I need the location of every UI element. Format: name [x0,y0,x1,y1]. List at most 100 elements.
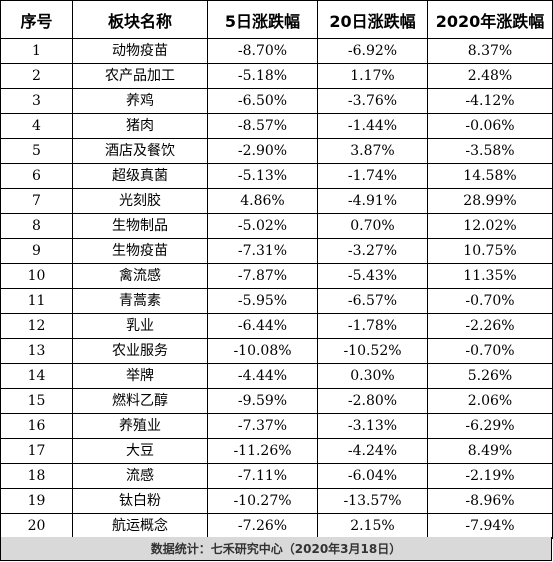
cell-5day-change: -8.57% [207,113,318,139]
cell-2020-change: -0.70% [427,288,553,314]
cell-sector-name: 流感 [72,463,208,489]
cell-sector-name: 乳业 [72,313,208,339]
cell-2020-change: 2.48% [427,63,553,89]
table-row: 20 航运概念 -7.26% 2.15% -7.94% [0,513,553,539]
cell-20day-change: -3.27% [317,238,428,264]
cell-2020-change: -8.96% [427,488,553,514]
cell-2020-change: 28.99% [427,188,553,214]
cell-rank: 18 [0,463,73,489]
cell-2020-change: -4.12% [427,88,553,114]
cell-sector-name: 燃料乙醇 [72,388,208,414]
cell-rank: 8 [0,213,73,239]
table-row: 14 举牌 -4.44% 0.30% 5.26% [0,363,553,389]
cell-rank: 6 [0,163,73,189]
cell-2020-change: 8.49% [427,438,553,464]
cell-sector-name: 动物疫苗 [72,38,208,64]
cell-sector-name: 酒店及餐饮 [72,138,208,164]
cell-rank: 4 [0,113,73,139]
table-row: 12 乳业 -6.44% -1.78% -2.26% [0,313,553,339]
cell-2020-change: 14.58% [427,163,553,189]
header-2020-change: 2020年涨跌幅 [427,0,553,39]
cell-20day-change: 2.15% [317,513,428,539]
cell-sector-name: 航运概念 [72,513,208,539]
cell-2020-change: -6.29% [427,413,553,439]
cell-5day-change: -6.50% [207,88,318,114]
cell-5day-change: -11.26% [207,438,318,464]
cell-sector-name: 农业服务 [72,338,208,364]
cell-rank: 10 [0,263,73,289]
table-row: 13 农业服务 -10.08% -10.52% -0.70% [0,338,553,364]
cell-2020-change: -2.19% [427,463,553,489]
cell-rank: 3 [0,88,73,114]
cell-rank: 1 [0,38,73,64]
cell-5day-change: -7.26% [207,513,318,539]
header-20day-change: 20日涨跌幅 [317,0,428,39]
cell-rank: 12 [0,313,73,339]
table-row: 3 养鸡 -6.50% -3.76% -4.12% [0,88,553,114]
cell-20day-change: 0.30% [317,363,428,389]
cell-5day-change: -8.70% [207,38,318,64]
cell-sector-name: 举牌 [72,363,208,389]
table-row: 1 动物疫苗 -8.70% -6.92% 8.37% [0,38,553,64]
cell-sector-name: 青蒿素 [72,288,208,314]
cell-5day-change: -7.87% [207,263,318,289]
cell-20day-change: -5.43% [317,263,428,289]
header-row: 序号 板块名称 5日涨跌幅 20日涨跌幅 2020年涨跌幅 [0,0,553,39]
cell-sector-name: 养殖业 [72,413,208,439]
cell-20day-change: 1.17% [317,63,428,89]
cell-5day-change: -7.11% [207,463,318,489]
cell-rank: 13 [0,338,73,364]
cell-2020-change: -0.06% [427,113,553,139]
cell-2020-change: -2.26% [427,313,553,339]
cell-2020-change: -0.70% [427,338,553,364]
table-row: 8 生物制品 -5.02% 0.70% 12.02% [0,213,553,239]
cell-5day-change: 4.86% [207,188,318,214]
cell-20day-change: 0.70% [317,213,428,239]
cell-20day-change: -4.91% [317,188,428,214]
cell-2020-change: 8.37% [427,38,553,64]
table-row: 10 禽流感 -7.87% -5.43% 11.35% [0,263,553,289]
cell-rank: 2 [0,63,73,89]
cell-sector-name: 禽流感 [72,263,208,289]
cell-rank: 5 [0,138,73,164]
cell-20day-change: -6.57% [317,288,428,314]
cell-rank: 11 [0,288,73,314]
table-row: 15 燃料乙醇 -9.59% -2.80% 2.06% [0,388,553,414]
cell-sector-name: 生物疫苗 [72,238,208,264]
table-body: 1 动物疫苗 -8.70% -6.92% 8.37% 2 农产品加工 -5.18% 1.17% 2… [0,38,553,539]
data-source-footer: 数据统计：七禾研究中心（2020年3月18日） [0,537,552,561]
cell-5day-change: -7.31% [207,238,318,264]
cell-5day-change: -10.08% [207,338,318,364]
table-row: 6 超级真菌 -5.13% -1.74% 14.58% [0,163,553,189]
cell-20day-change: -1.44% [317,113,428,139]
cell-5day-change: -2.90% [207,138,318,164]
cell-2020-change: 12.02% [427,213,553,239]
cell-sector-name: 大豆 [72,438,208,464]
cell-5day-change: -6.44% [207,313,318,339]
cell-5day-change: -5.18% [207,63,318,89]
cell-5day-change: -4.44% [207,363,318,389]
cell-2020-change: 10.75% [427,238,553,264]
table-row: 11 青蒿素 -5.95% -6.57% -0.70% [0,288,553,314]
cell-20day-change: -4.24% [317,438,428,464]
cell-sector-name: 超级真菌 [72,163,208,189]
cell-rank: 19 [0,488,73,514]
cell-20day-change: -1.74% [317,163,428,189]
cell-sector-name: 生物制品 [72,213,208,239]
cell-5day-change: -10.27% [207,488,318,514]
cell-2020-change: -7.94% [427,513,553,539]
table-row: 19 钛白粉 -10.27% -13.57% -8.96% [0,488,553,514]
cell-20day-change: 3.87% [317,138,428,164]
cell-sector-name: 钛白粉 [72,488,208,514]
header-5day-change: 5日涨跌幅 [207,0,318,39]
table-row: 4 猪肉 -8.57% -1.44% -0.06% [0,113,553,139]
cell-rank: 17 [0,438,73,464]
cell-20day-change: -6.04% [317,463,428,489]
cell-20day-change: -1.78% [317,313,428,339]
cell-rank: 7 [0,188,73,214]
cell-5day-change: -5.95% [207,288,318,314]
cell-2020-change: -3.58% [427,138,553,164]
cell-2020-change: 2.06% [427,388,553,414]
table-row: 18 流感 -7.11% -6.04% -2.19% [0,463,553,489]
cell-sector-name: 光刻胶 [72,188,208,214]
